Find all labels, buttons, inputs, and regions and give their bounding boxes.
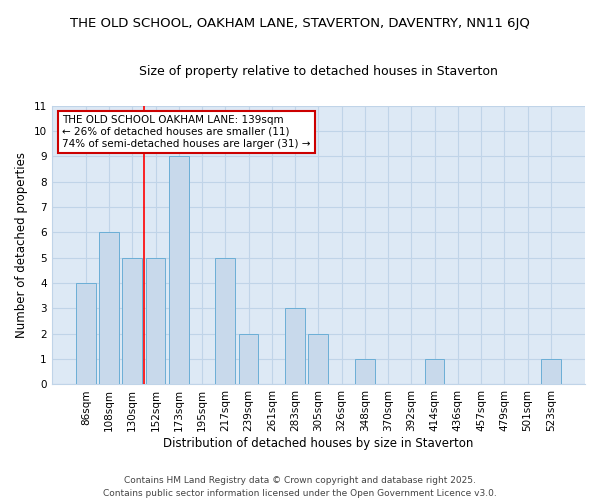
Text: THE OLD SCHOOL, OAKHAM LANE, STAVERTON, DAVENTRY, NN11 6JQ: THE OLD SCHOOL, OAKHAM LANE, STAVERTON, … <box>70 18 530 30</box>
Bar <box>308 334 328 384</box>
Bar <box>169 156 188 384</box>
Bar <box>99 232 119 384</box>
Text: THE OLD SCHOOL OAKHAM LANE: 139sqm
← 26% of detached houses are smaller (11)
74%: THE OLD SCHOOL OAKHAM LANE: 139sqm ← 26%… <box>62 116 311 148</box>
Text: Contains HM Land Registry data © Crown copyright and database right 2025.
Contai: Contains HM Land Registry data © Crown c… <box>103 476 497 498</box>
Bar <box>541 359 561 384</box>
Bar <box>215 258 235 384</box>
Bar <box>239 334 259 384</box>
Y-axis label: Number of detached properties: Number of detached properties <box>15 152 28 338</box>
Bar <box>285 308 305 384</box>
Bar <box>146 258 166 384</box>
Title: Size of property relative to detached houses in Staverton: Size of property relative to detached ho… <box>139 65 498 78</box>
Bar <box>76 283 95 384</box>
Bar <box>355 359 375 384</box>
X-axis label: Distribution of detached houses by size in Staverton: Distribution of detached houses by size … <box>163 437 473 450</box>
Bar <box>425 359 445 384</box>
Bar <box>122 258 142 384</box>
